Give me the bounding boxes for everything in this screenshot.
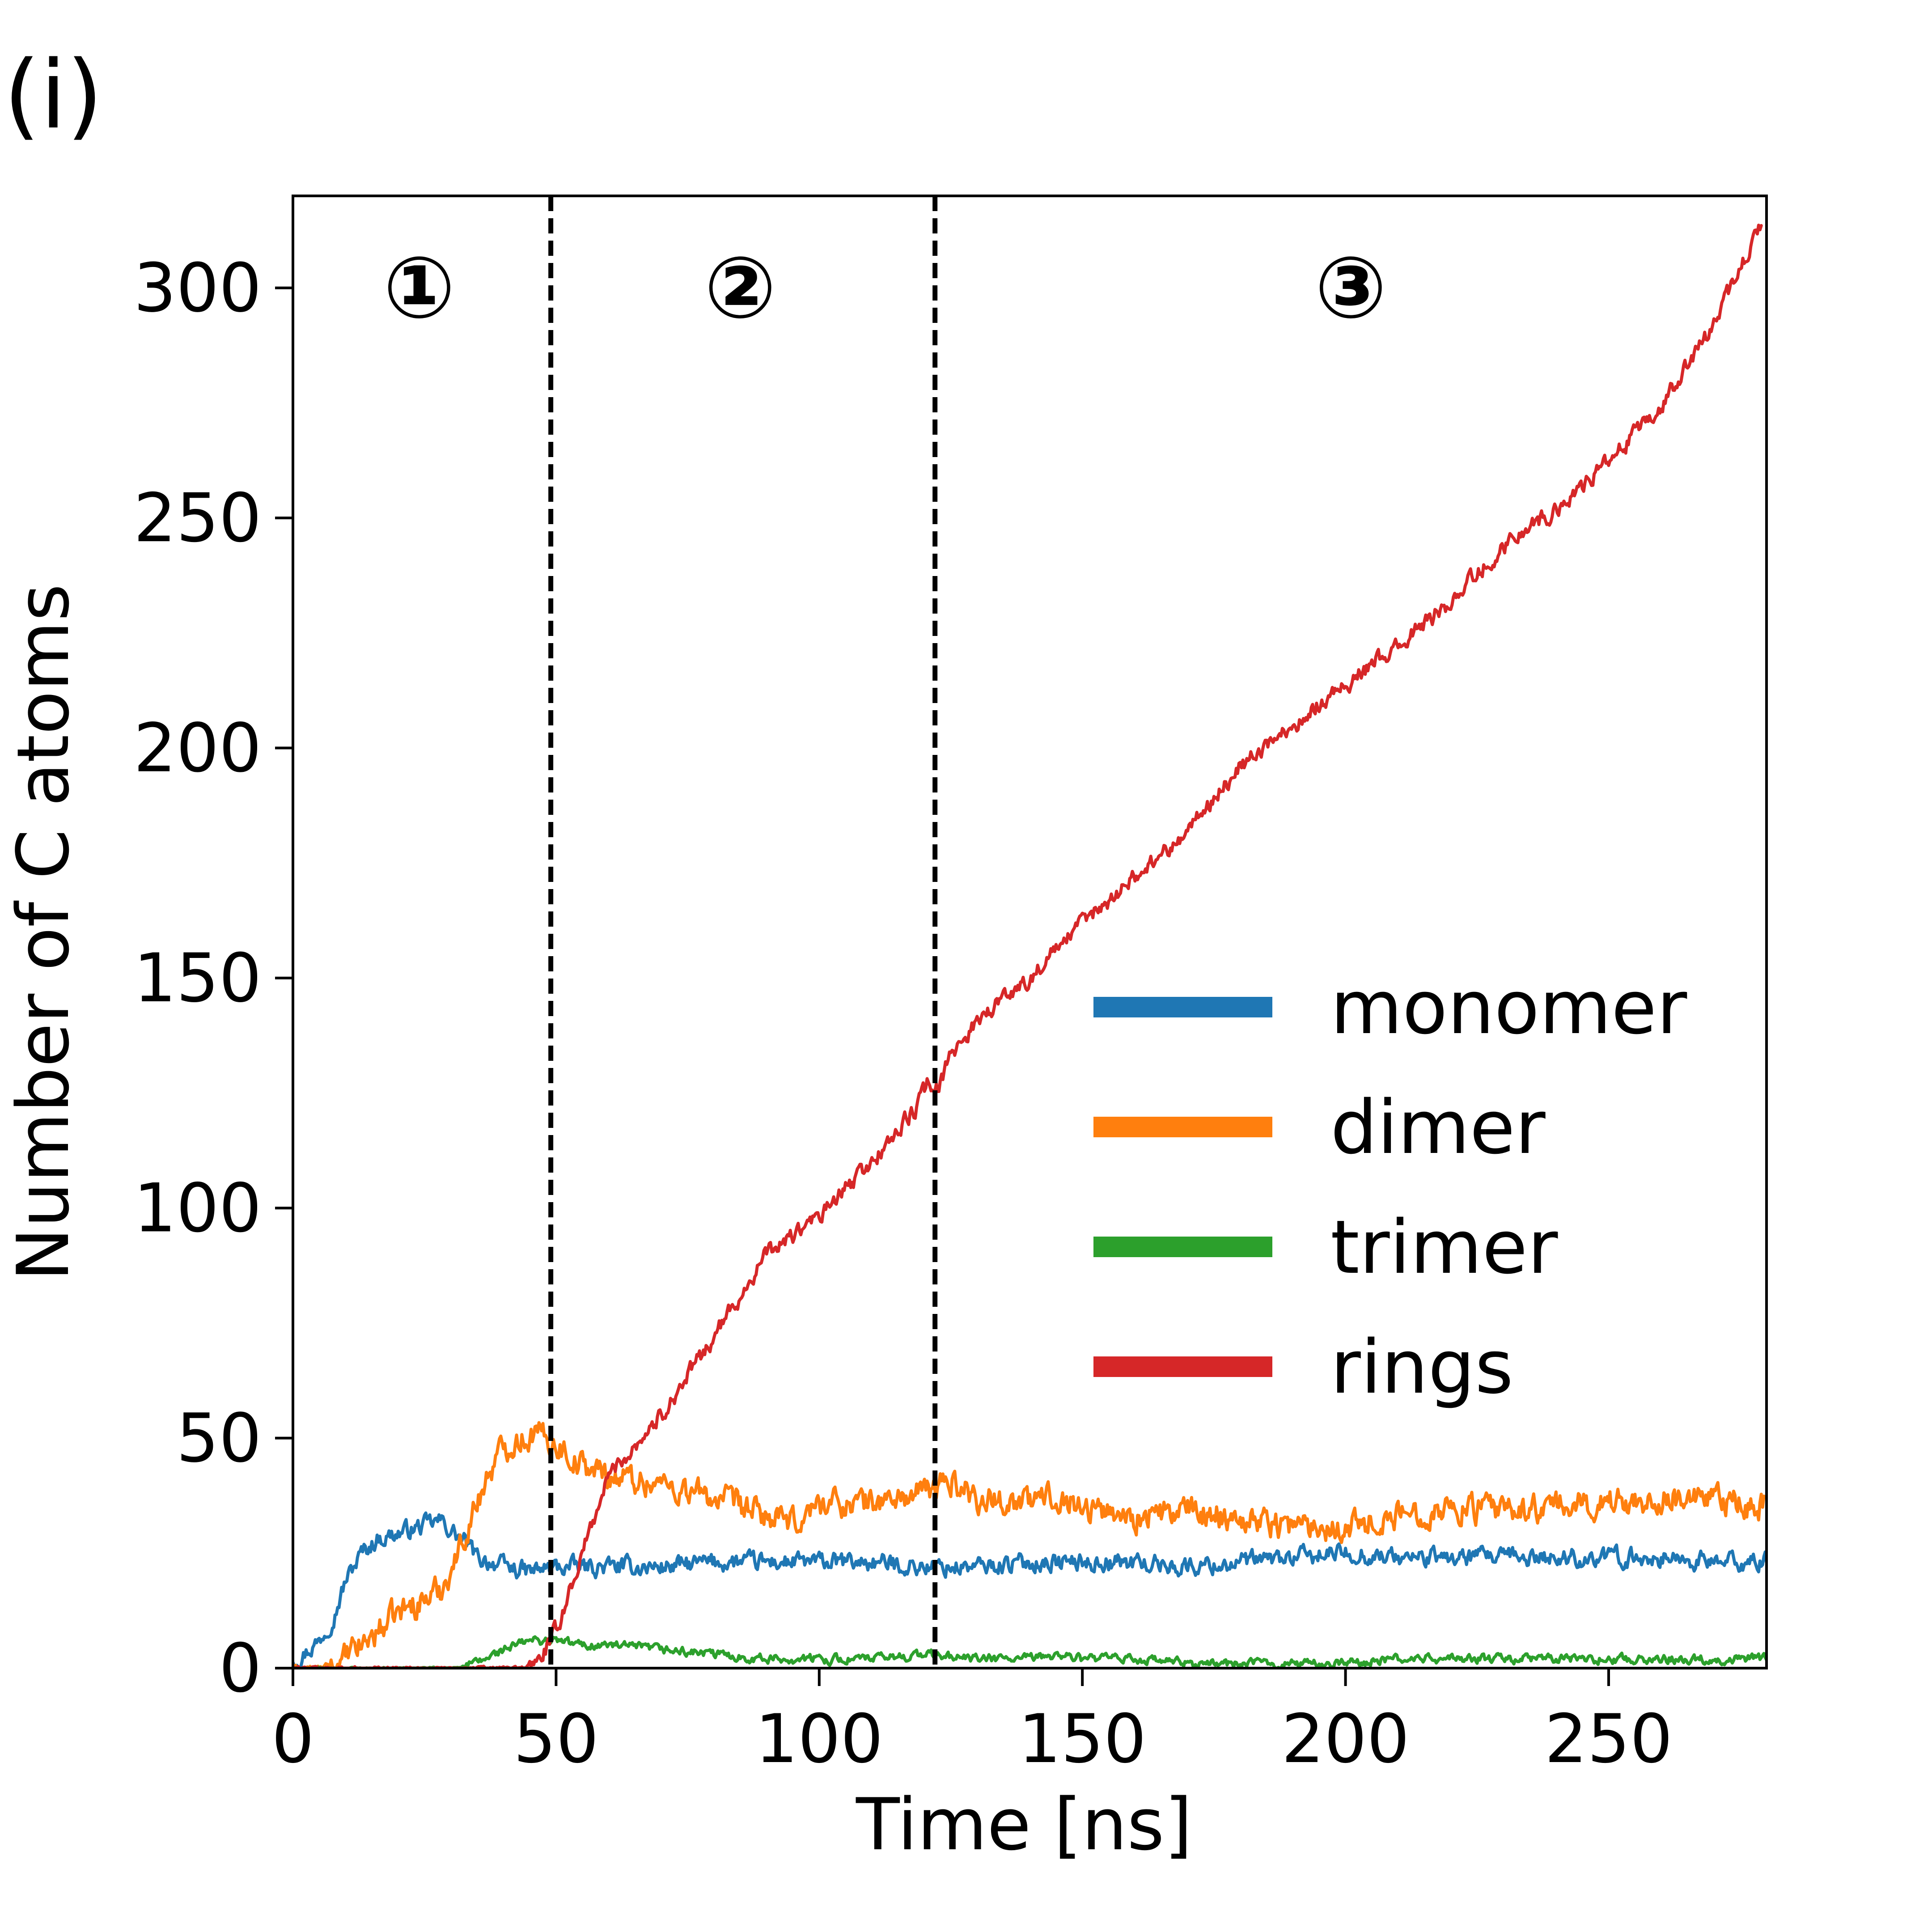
y-tick-label-50: 50 [176, 1400, 262, 1478]
y-tick-label-150: 150 [134, 940, 262, 1017]
plot-area: ① ② ③ 0 50 100 150 200 250 0 50 100 150 200 250 300 [134, 195, 1768, 1778]
phase-label-2: ② [704, 238, 776, 337]
x-tick-label-150: 150 [1018, 1700, 1146, 1778]
phase-label-1: ① [383, 238, 455, 337]
y-tick-label-250: 250 [134, 479, 262, 557]
x-tick-label-0: 0 [271, 1700, 314, 1778]
phase-label-3: ③ [1315, 238, 1387, 337]
y-tick-label-300: 300 [134, 250, 262, 327]
series-line-rings [293, 224, 1763, 1668]
legend-label-trimer: trimer [1330, 1204, 1558, 1290]
x-axis-label: Time [ns] [856, 1783, 1192, 1866]
x-tick-label-100: 100 [755, 1700, 883, 1778]
y-tick-label-0: 0 [219, 1630, 262, 1707]
series-line-dimer [293, 1421, 1767, 1668]
x-tick-label-250: 250 [1545, 1700, 1673, 1778]
panel-label: (i) [4, 40, 103, 150]
series-line-trimer [293, 1635, 1767, 1668]
legend: monomer dimer trimer rings [1093, 965, 1687, 1410]
series-group [293, 224, 1767, 1668]
legend-label-rings: rings [1330, 1324, 1513, 1410]
y-tick-label-100: 100 [134, 1169, 262, 1247]
x-tick-label-50: 50 [513, 1700, 599, 1778]
y-tick-label-200: 200 [134, 710, 262, 788]
plot-frame [292, 195, 1768, 1669]
legend-label-monomer: monomer [1330, 965, 1687, 1051]
y-axis-label: Number of C atoms [1, 584, 85, 1281]
legend-label-dimer: dimer [1330, 1085, 1546, 1170]
series-line-monomer [293, 1511, 1767, 1668]
x-tick-label-200: 200 [1281, 1700, 1409, 1778]
